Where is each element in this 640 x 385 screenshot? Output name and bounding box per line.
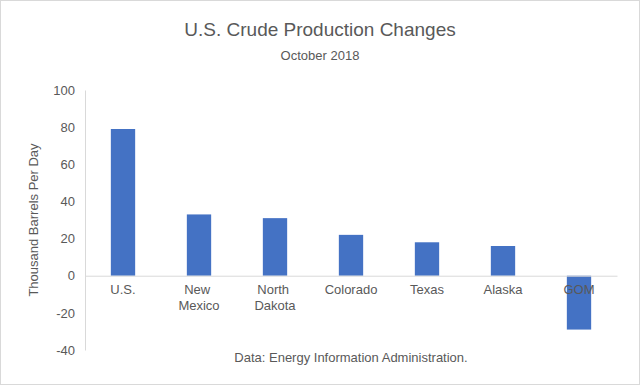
y-tick: -40 xyxy=(56,343,85,358)
x-tick-label: U.S. xyxy=(110,282,135,297)
x-tick-label: Colorado xyxy=(325,282,378,297)
y-tick: 60 xyxy=(61,157,85,172)
x-tick-label: North Dakota xyxy=(254,282,296,313)
y-tick: -20 xyxy=(56,306,85,321)
x-tick: U.S. xyxy=(110,276,135,297)
x-tick-label: Texas xyxy=(410,282,444,297)
x-tick: GOM xyxy=(563,276,594,297)
y-tick-label: 20 xyxy=(61,231,75,246)
x-tick-label: GOM xyxy=(563,282,594,297)
x-tick-label-line: Dakota xyxy=(254,298,296,313)
x-tick: Texas xyxy=(410,276,444,297)
x-tick-label: Alaska xyxy=(483,282,523,297)
x-axis-line xyxy=(86,276,618,277)
bar xyxy=(339,235,363,276)
x-tick: Colorado xyxy=(325,276,378,297)
chart: U.S. Crude Production Changes October 201… xyxy=(0,0,640,385)
bar xyxy=(111,129,135,276)
y-tick-label: -40 xyxy=(56,343,75,358)
y-tick-label: -20 xyxy=(56,306,75,321)
y-tick: 20 xyxy=(61,231,85,246)
y-axis: -40 -20 0 20 40 60 80 100 xyxy=(53,83,85,358)
y-tick: 40 xyxy=(61,194,85,209)
bar xyxy=(491,246,515,276)
title: U.S. Crude Production Changes xyxy=(184,19,455,40)
x-tick-label: New Mexico xyxy=(178,282,219,313)
x-tick-label-line: North xyxy=(257,282,292,297)
y-tick: 80 xyxy=(61,120,85,135)
bar xyxy=(263,218,287,276)
x-axis: U.S. New Mexico North Dakota Colorado Texas A… xyxy=(86,276,618,313)
x-tick: New Mexico xyxy=(178,276,219,313)
y-tick-label: 100 xyxy=(53,83,75,98)
x-tick-label-line: New xyxy=(184,282,214,297)
chart-area xyxy=(1,1,640,385)
bars xyxy=(111,129,591,330)
bar xyxy=(187,214,211,275)
bar xyxy=(415,242,439,275)
y-tick-label: 60 xyxy=(61,157,75,172)
y-axis-title: Thousand Barrels Per Day xyxy=(26,143,41,297)
y-axis-line xyxy=(85,91,86,351)
y-tick-label: 0 xyxy=(68,268,75,283)
x-tick: Alaska xyxy=(483,276,523,297)
annotation: Data: Energy Information Administration. xyxy=(234,350,467,365)
x-tick: North Dakota xyxy=(254,276,296,313)
subtitle: October 2018 xyxy=(281,48,360,63)
x-tick-label-line: Mexico xyxy=(178,298,219,313)
y-tick: 0 xyxy=(68,268,85,283)
y-tick-label: 40 xyxy=(61,194,75,209)
y-tick: 100 xyxy=(53,83,85,98)
y-tick-label: 80 xyxy=(61,120,75,135)
